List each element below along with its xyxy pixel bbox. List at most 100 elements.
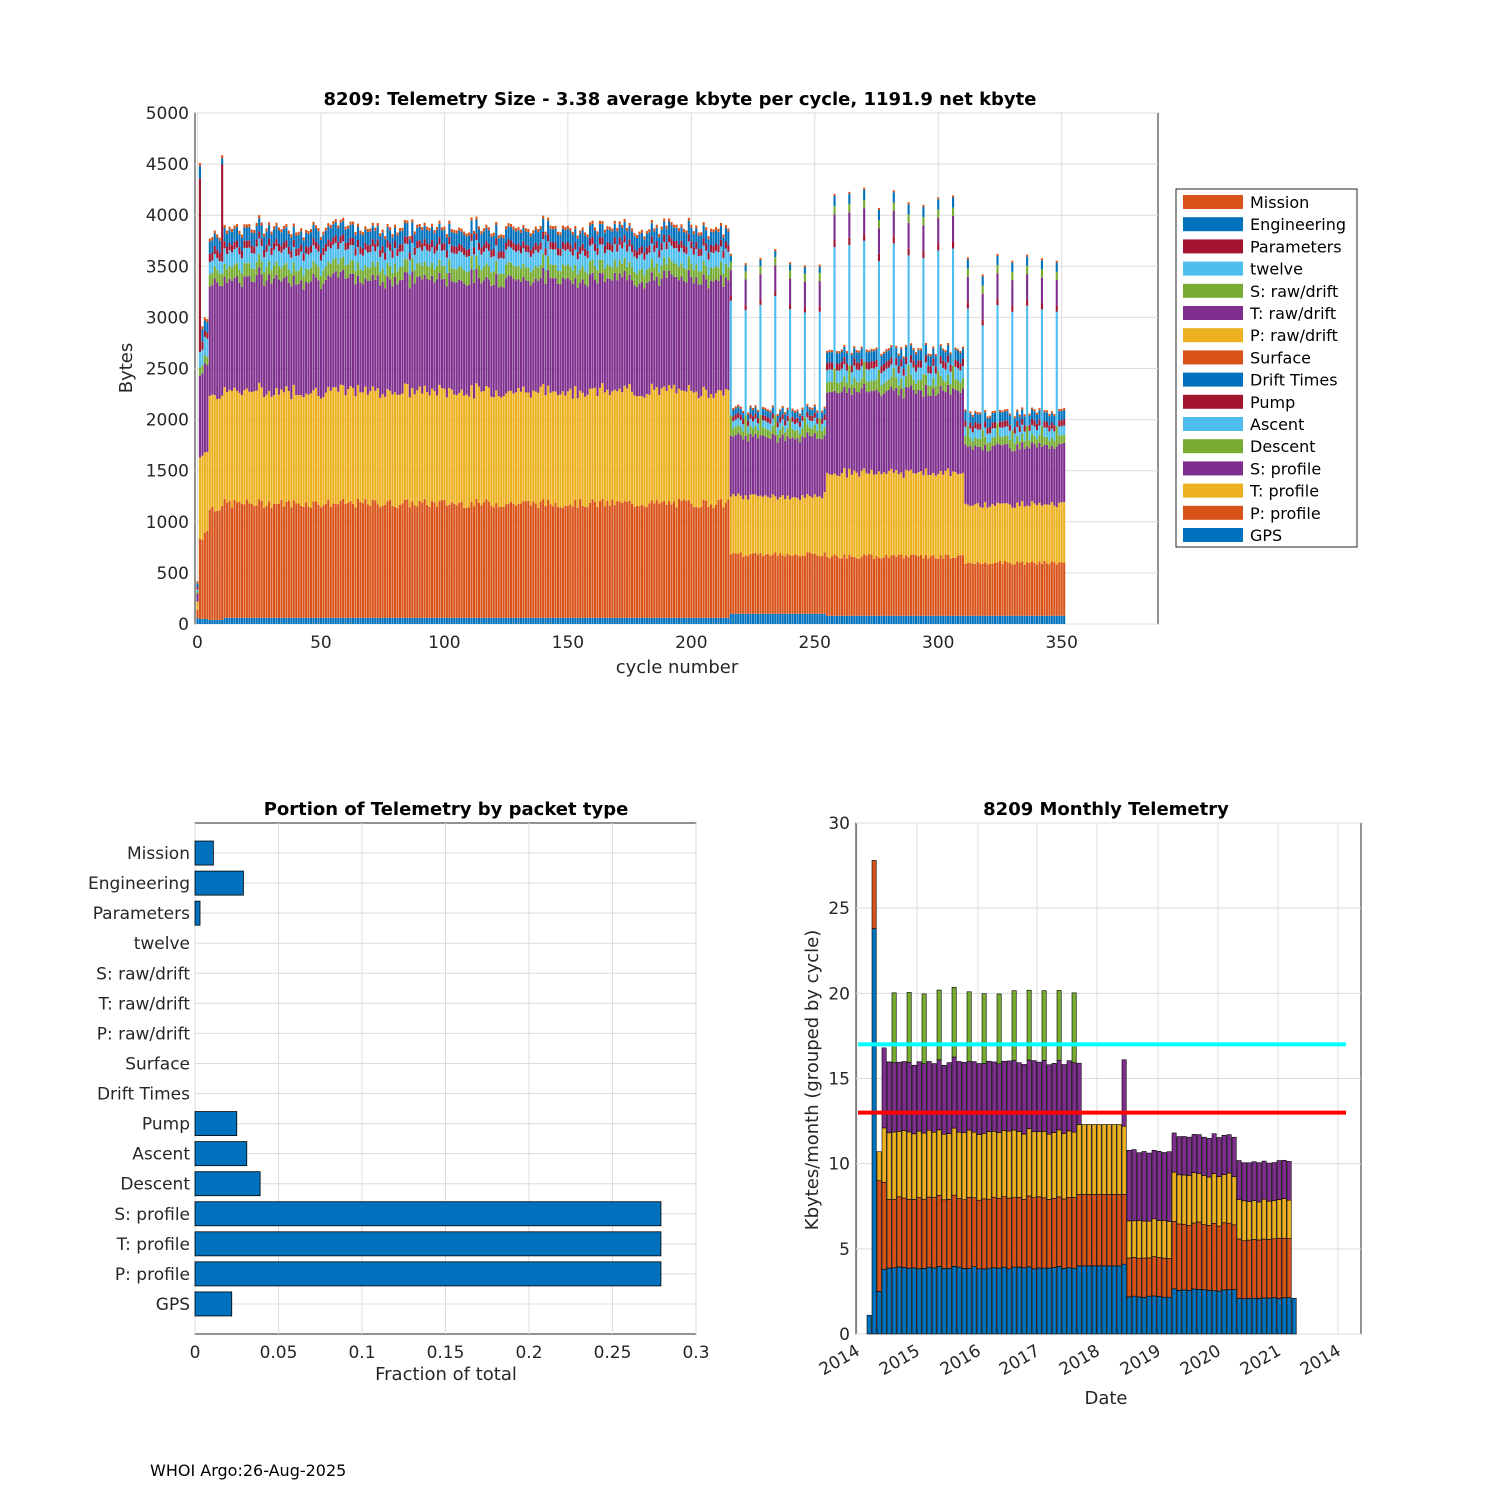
chart1-bar-segment [591, 220, 594, 224]
chart1-bar-segment [391, 250, 394, 258]
chart1-bar-segment [954, 557, 957, 616]
chart1-bar-segment [1053, 425, 1056, 432]
chart3-bar-segment [1056, 1129, 1062, 1198]
chart1-bar-segment [285, 240, 288, 248]
chart1-bar-segment [811, 428, 814, 437]
chart1-bar-segment [658, 233, 661, 237]
chart1-bar-segment [653, 280, 656, 390]
chart1-bar-segment [544, 234, 547, 249]
chart1-bar-segment [430, 617, 434, 624]
chart1-bar-segment [290, 507, 293, 618]
chart1-bar-segment [833, 368, 836, 391]
chart1-bar-segment [416, 263, 419, 277]
chart1-bar-segment [682, 228, 685, 232]
chart1-bar-segment [650, 243, 653, 259]
chart1-bar-segment [364, 617, 367, 624]
chart1-bar-segment [443, 242, 446, 251]
chart3-bar-segment [966, 1197, 972, 1269]
chart1-bar-segment [1028, 448, 1031, 507]
chart1-bar-segment [831, 362, 834, 370]
chart1-bar-segment [366, 617, 369, 624]
chart1-bar-segment [554, 249, 557, 265]
chart1-bar-segment [1043, 444, 1046, 505]
chart1-bar-segment [314, 387, 318, 502]
chart1-bar-segment [932, 555, 935, 616]
chart3-bar-segment [1031, 1060, 1037, 1132]
chart1-bar-segment [384, 259, 387, 276]
chart1-bar-segment [201, 618, 204, 624]
chart1-bar-segment [290, 257, 293, 274]
chart1-bar-segment [310, 245, 313, 253]
chart1-bar-segment [638, 234, 641, 248]
chart1-bar-segment [806, 552, 809, 614]
chart1-bar-segment [549, 249, 552, 265]
chart1-bar-segment [584, 255, 587, 272]
chart1-bar-segment [1050, 615, 1053, 624]
chart1-bar-segment [312, 260, 315, 274]
chart3-bar-segment [1061, 1133, 1067, 1200]
chart1-bar-segment [463, 395, 466, 508]
chart1-bar-segment [1050, 502, 1053, 562]
chart1-bar-segment [551, 506, 555, 618]
chart1-bar-segment [502, 258, 505, 274]
chart1-bar-segment [512, 242, 515, 250]
chart3-bar-segment [891, 1131, 897, 1200]
chart1-bar-segment [453, 253, 456, 269]
chart1-bar-segment [705, 266, 708, 280]
chart3-bar-segment [1186, 1175, 1192, 1226]
chart1-bar-segment [240, 258, 243, 274]
chart1-bar-segment [1028, 430, 1031, 441]
chart1-bar-segment [593, 250, 597, 267]
chart1-bar-segment [979, 563, 982, 616]
chart1-bar-segment [468, 617, 471, 624]
chart1-bar-segment [285, 224, 288, 228]
chart1-bar-segment [371, 261, 374, 275]
chart1-bar-segment [1003, 411, 1006, 421]
chart1-bar-segment [317, 228, 320, 232]
legend-swatch [1183, 439, 1243, 454]
chart1-bar-segment [579, 617, 582, 624]
chart1-bar-segment [369, 251, 372, 268]
chart1-bar-segment [993, 410, 997, 413]
chart3-bar-segment [1211, 1173, 1217, 1224]
chart1-bar-segment [601, 617, 604, 624]
chart1-bar-segment [574, 226, 577, 230]
chart1-bar-segment [1021, 418, 1024, 425]
chart1-bar-segment [882, 557, 885, 616]
chart1-bar-segment [366, 245, 369, 253]
chart3-bar-segment [1156, 1150, 1162, 1221]
chart1-bar-segment [870, 390, 873, 470]
chart1-bar-segment [359, 501, 362, 618]
chart1-bar-segment [801, 436, 804, 496]
chart3-bar-segment [1141, 1151, 1147, 1222]
chart1-bar-segment [596, 617, 599, 624]
chart1-bar-segment [638, 283, 641, 397]
chart1-bar-segment [665, 228, 668, 243]
chart1-bar-segment [398, 504, 401, 618]
chart1-bar-segment [890, 345, 893, 348]
chart1-bar-segment [1003, 503, 1006, 561]
chart1-bar-segment [356, 275, 360, 386]
chart1-bar-segment [426, 229, 429, 244]
chart3-bar-segment [1026, 1195, 1032, 1268]
chart1-bar-segment [532, 617, 535, 624]
chart1-bar-segment [349, 221, 352, 225]
chart1-bar-segment [645, 247, 648, 255]
chart1-bar-segment [672, 384, 676, 502]
chart1-bar-segment [944, 470, 947, 555]
chart1-bar-segment [892, 192, 895, 203]
chart1-bar-segment [885, 368, 888, 381]
chart1-bar-segment [640, 229, 643, 233]
chart3-bar-segment [1256, 1201, 1262, 1241]
chart1-bar-segment [697, 271, 700, 285]
chart1-bar-segment [428, 617, 431, 624]
chart1-bar-segment [1031, 434, 1034, 443]
chart1-bar-segment [969, 615, 972, 624]
chart1-bar-segment [235, 247, 239, 263]
chart1-bar-segment [670, 245, 673, 261]
chart1-bar-segment [890, 615, 893, 624]
chart1-bar-segment [302, 617, 305, 624]
chart1-bar-segment [347, 264, 350, 278]
chart1-bar-segment [230, 617, 234, 624]
chart1-bar-segment [396, 394, 399, 508]
